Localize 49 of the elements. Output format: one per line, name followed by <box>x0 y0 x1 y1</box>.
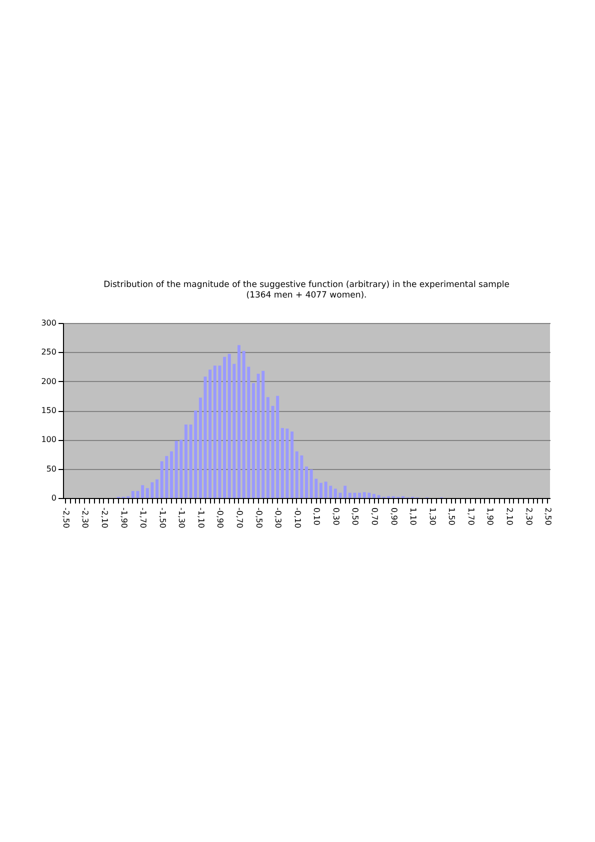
bar <box>237 345 240 498</box>
x-tick-label: 0,70 <box>370 508 380 526</box>
x-tick-label: -0,70 <box>234 508 244 528</box>
x-tick-label: 0,10 <box>312 508 322 526</box>
y-tick-label: 50 <box>46 464 56 474</box>
x-tick-label: -0,10 <box>292 508 302 528</box>
x-tick-label: 0,50 <box>350 508 360 526</box>
bar <box>170 451 173 498</box>
x-tick-label: 1,10 <box>408 508 418 526</box>
bar <box>319 482 322 498</box>
x-tick-label: -2,50 <box>61 508 70 528</box>
x-tick-label: -1,10 <box>196 508 206 528</box>
y-tick-label: 250 <box>41 348 56 357</box>
bar <box>358 492 362 498</box>
bar <box>184 424 188 498</box>
x-tick-label: -1,90 <box>119 508 128 528</box>
bar <box>305 466 308 498</box>
x-tick-label: -2,10 <box>100 508 109 528</box>
bar <box>290 432 294 498</box>
y-tick-label: 150 <box>41 406 56 415</box>
x-tick-label: 2,50 <box>544 508 553 526</box>
x-tick-label: 2,10 <box>505 508 514 526</box>
x-tick-label: 1,90 <box>486 508 495 526</box>
bar <box>156 479 159 498</box>
chart-title: Distribution of the magnitude of the suggestive function (arbitrary) in the experimental sample (1364 men + 4077 women). <box>104 280 510 300</box>
y-tick-label: 0 <box>51 494 56 502</box>
bar <box>372 494 376 498</box>
bar <box>208 370 212 498</box>
bar <box>334 488 337 498</box>
bar <box>141 485 144 498</box>
x-tick-label: 1,30 <box>428 508 437 526</box>
x-tick-label: 2,30 <box>524 508 534 526</box>
y-tick-label: 100 <box>41 435 56 444</box>
x-tick-label: -1,30 <box>177 508 186 528</box>
bar <box>252 383 255 498</box>
x-tick-label: 1,70 <box>466 508 476 526</box>
x-tick-label: -0,90 <box>216 508 225 528</box>
x-tick-label: -0,50 <box>254 508 264 528</box>
x-tick-label: 1,50 <box>447 508 456 526</box>
x-tick-label: -1,50 <box>158 508 167 528</box>
y-tick-label: 200 <box>41 376 56 386</box>
x-tick-label: 0,90 <box>389 508 398 526</box>
y-tick-label: 300 <box>41 318 56 328</box>
x-tick-label: -0,30 <box>274 508 283 528</box>
bar <box>223 356 226 498</box>
x-tick-label: -2,30 <box>80 508 90 528</box>
x-tick-label: 0,30 <box>331 508 340 526</box>
bar <box>276 396 280 498</box>
x-tick-label: -1,70 <box>138 508 148 528</box>
